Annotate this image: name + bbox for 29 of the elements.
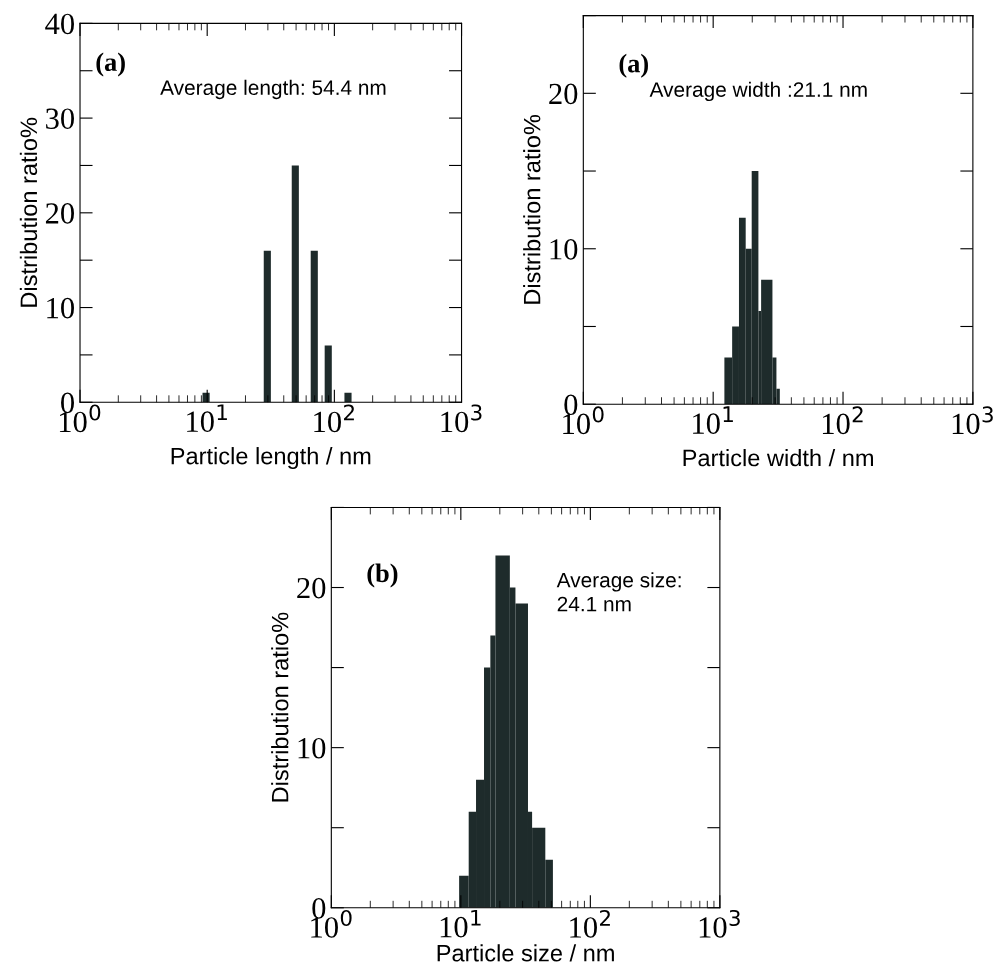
y-tick-label: 10 [47, 297, 74, 319]
x-tick-label: 10$^{2}$ [570, 909, 610, 938]
x-axis-title: Particle size / nm [437, 944, 614, 962]
x-tick-label: 10$^{3}$ [952, 406, 993, 435]
y-tick-label: 20 [549, 83, 578, 105]
annotation: (b) [367, 563, 398, 588]
y-tick-label: 10 [298, 737, 326, 759]
annotation: Average size: 24.1 nm [556, 572, 681, 612]
x-tick-label: 10$^{1}$ [440, 909, 481, 938]
x-tick-label: 10$^{1}$ [187, 404, 227, 432]
y-tick-label: 40 [45, 13, 74, 35]
y-tick-label: 30 [46, 108, 74, 129]
annotation: (a) [96, 52, 125, 77]
x-axis-title: Particle width / nm [683, 448, 873, 467]
y-tick-label: 10 [550, 239, 578, 260]
annotation: Average width :21.1 nm [649, 81, 867, 102]
x-tick-label: 10$^{2}$ [314, 404, 354, 433]
x-axis-title: Particle length / nm [171, 447, 371, 470]
y-axis-title: Distribution ratio% [523, 114, 541, 304]
y-tick-label: 20 [45, 203, 74, 224]
x-tick-label: 10$^{3}$ [699, 909, 740, 938]
x-tick-label: 10$^{1}$ [693, 406, 733, 434]
x-tick-label: 10$^{3}$ [441, 404, 482, 433]
y-axis-title: Distribution ratio% [19, 117, 38, 307]
y-tick-label: 20 [297, 577, 326, 599]
annotation: (a) [619, 53, 648, 78]
y-axis-title: Distribution ratio% [271, 612, 289, 802]
x-tick-label: 10$^{2}$ [822, 406, 863, 435]
annotation: Average length: 54.4 nm [160, 79, 386, 100]
